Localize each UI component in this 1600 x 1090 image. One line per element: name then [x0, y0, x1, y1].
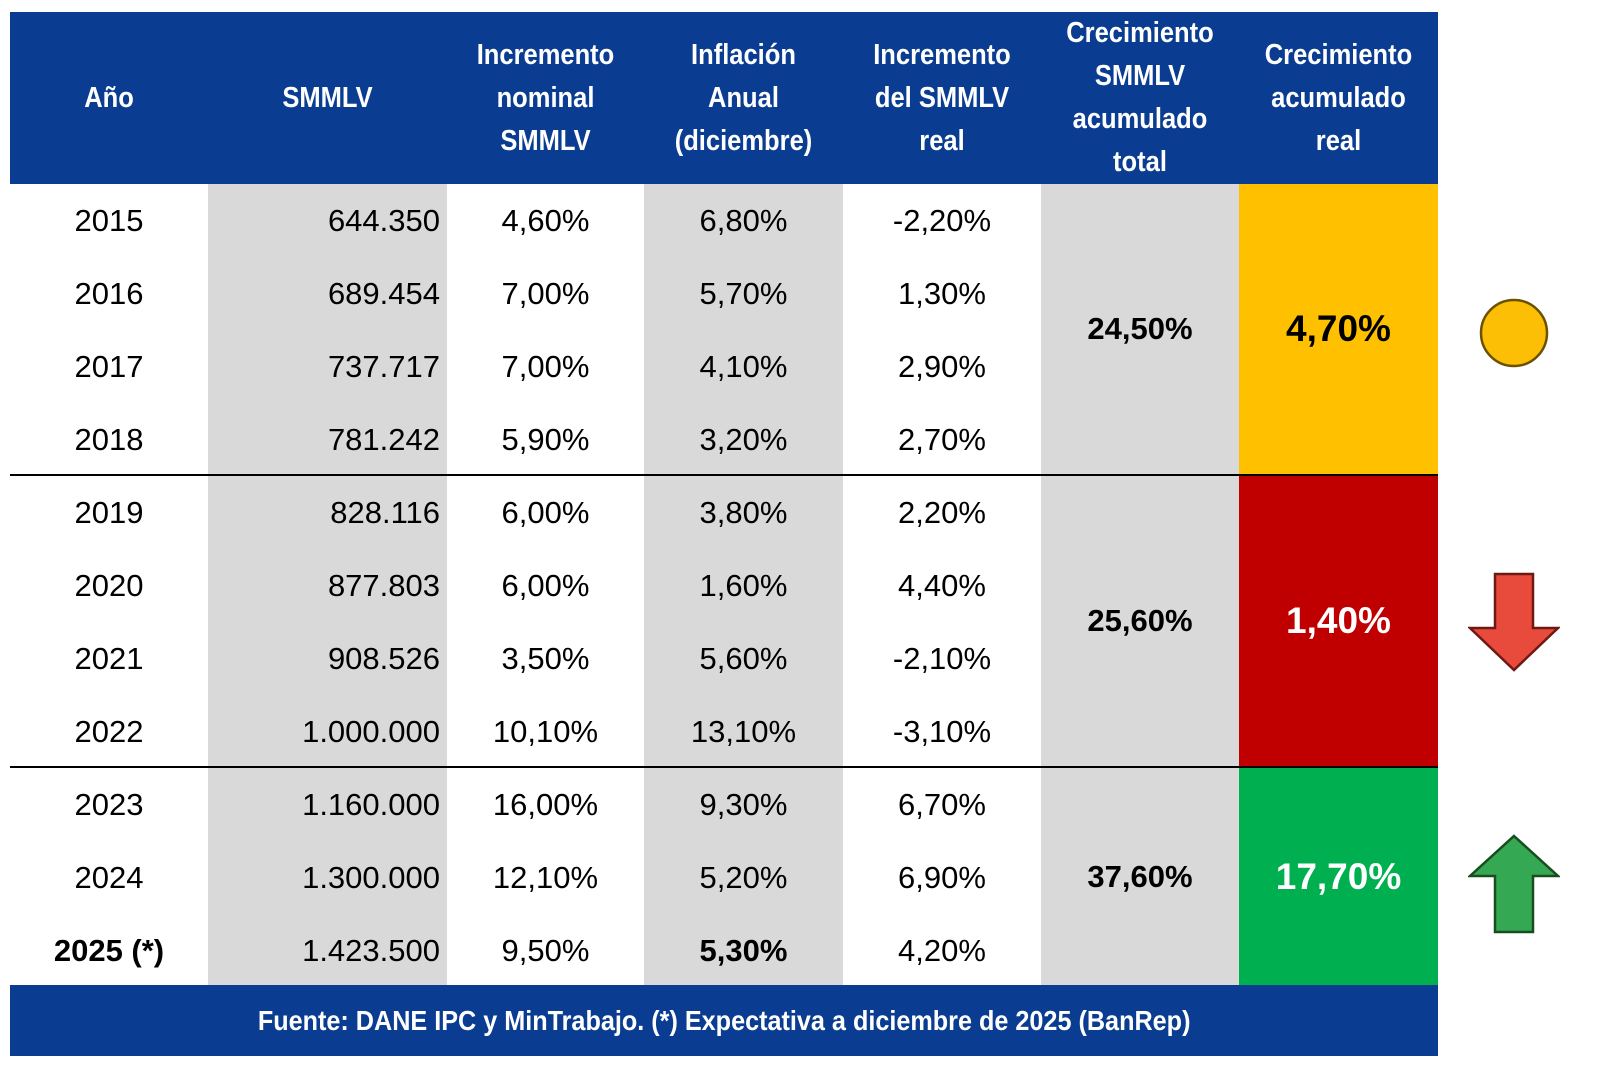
inflation-column-bg [644, 184, 843, 985]
smmlv-cell: 828.116 [330, 494, 440, 530]
header-line: Incremento [873, 38, 1011, 71]
inflation-cell: 5,20% [699, 859, 788, 895]
header-smmlv: SMMLV [222, 12, 432, 184]
smmlv-cell: 737.717 [327, 348, 440, 384]
smmlv-cell: 1.300.000 [302, 859, 440, 895]
year-cell: 2019 [74, 494, 144, 530]
header-line: real [919, 124, 965, 157]
header-year: Año [22, 12, 196, 184]
total-growth-cell: 37,60% [1087, 858, 1193, 894]
smmlv-cell: 1.000.000 [302, 713, 440, 749]
smmlv-cell: 908.526 [327, 640, 440, 676]
smmlv-cell: 1.423.500 [302, 932, 440, 968]
smmlv-cell: 877.803 [327, 567, 440, 603]
group-separator [10, 766, 1438, 768]
header-line: Inflación [691, 38, 796, 71]
header-annual-inflation: Inflación Anual (diciembre) [656, 12, 831, 184]
year-cell: 2017 [74, 348, 144, 384]
year-cell: 2023 [74, 786, 144, 822]
header-line: total [1113, 146, 1167, 178]
header-line: Anual [708, 81, 779, 114]
total-growth-column-bg [1041, 184, 1239, 985]
nominal-increase-cell: 6,00% [501, 494, 590, 530]
year-cell: 2020 [74, 567, 144, 603]
inflation-cell: 5,30% [699, 932, 788, 968]
nominal-increase-cell: 6,00% [501, 567, 590, 603]
header-line: (diciembre) [674, 124, 813, 157]
total-growth-cell: 24,50% [1087, 311, 1193, 346]
header-line: del SMMLV [874, 81, 1010, 114]
real-increase-cell: -2,10% [892, 640, 992, 676]
nominal-increase-cell: 16,00% [492, 786, 599, 822]
nominal-increase-cell: 10,10% [492, 713, 599, 749]
header-line: nominal [496, 81, 595, 114]
inflation-cell: 3,20% [699, 421, 788, 457]
smmlv-cell: 1.160.000 [302, 786, 440, 822]
nominal-increase-cell: 3,50% [501, 640, 590, 676]
real-increase-cell: 4,20% [898, 932, 986, 968]
smmlv-cell: 644.350 [327, 202, 440, 238]
year-cell: 2022 [74, 713, 144, 749]
neutral-circle-icon [1479, 298, 1549, 368]
inflation-cell: 3,80% [699, 494, 788, 530]
header-line: Crecimiento [1066, 17, 1214, 49]
nominal-increase-cell: 5,90% [501, 421, 590, 457]
total-growth-cell: 25,60% [1087, 603, 1193, 638]
arrow-up-icon [1468, 834, 1560, 934]
smmlv-cell: 781.242 [327, 421, 440, 457]
header-nominal-increase: Incremento nominal SMMLV [459, 12, 632, 184]
inflation-cell: 13,10% [690, 713, 797, 749]
source-footer: Fuente: DANE IPC y MinTrabajo. (*) Expec… [10, 985, 1438, 1056]
year-cell: 2025 (*) [53, 932, 165, 968]
real-increase-cell: 2,20% [898, 494, 986, 530]
header-line: acumulado [1271, 81, 1406, 114]
year-cell: 2015 [74, 202, 144, 238]
header-total-growth: Crecimiento SMMLV acumulado total [1053, 12, 1227, 184]
inflation-cell: 5,60% [699, 640, 788, 676]
year-cell: 2018 [74, 421, 144, 457]
year-cell: 2021 [74, 640, 144, 676]
arrow-down-icon [1468, 572, 1560, 672]
smmlv-column-bg [208, 184, 447, 985]
real-growth-cell: 4,70% [1239, 184, 1438, 474]
inflation-cell: 9,30% [699, 786, 788, 822]
real-increase-cell: 1,30% [898, 275, 986, 311]
inflation-cell: 5,70% [699, 275, 788, 311]
year-cell: 2024 [74, 859, 144, 895]
header-real-increase: Incremento del SMMLV real [855, 12, 1029, 184]
inflation-cell: 4,10% [699, 348, 788, 384]
nominal-increase-cell: 7,00% [501, 275, 590, 311]
header-line: Crecimiento [1264, 38, 1413, 71]
nominal-increase-cell: 12,10% [492, 859, 599, 895]
real-increase-cell: -2,20% [892, 202, 992, 238]
real-increase-cell: 2,70% [898, 421, 986, 457]
smmlv-cell: 689.454 [327, 275, 440, 311]
header-line: SMMLV [282, 81, 373, 114]
nominal-increase-cell: 4,60% [501, 202, 590, 238]
inflation-cell: 6,80% [699, 202, 788, 238]
header-line: SMMLV [500, 124, 591, 157]
header-line: Incremento [476, 38, 615, 71]
header-line: acumulado [1072, 103, 1208, 135]
header-line: SMMLV [1094, 60, 1186, 92]
header-line: Año [84, 81, 134, 114]
real-increase-cell: 6,90% [898, 859, 986, 895]
table-header: Año SMMLV Incremento nominal SMMLV Inflación A… [10, 12, 1438, 184]
real-increase-cell: -3,10% [892, 713, 992, 749]
header-real-growth: Crecimiento acumulado real [1251, 12, 1426, 184]
real-growth-cell: 17,70% [1239, 768, 1438, 985]
real-increase-cell: 2,90% [898, 348, 986, 384]
real-increase-cell: 4,40% [898, 567, 986, 603]
real-growth-cell: 1,40% [1239, 476, 1438, 766]
inflation-cell: 1,60% [699, 567, 788, 603]
nominal-increase-cell: 9,50% [501, 932, 590, 968]
header-line: real [1315, 124, 1362, 157]
real-increase-cell: 6,70% [898, 786, 986, 822]
year-cell: 2016 [74, 275, 144, 311]
nominal-increase-cell: 7,00% [501, 348, 590, 384]
source-text: Fuente: DANE IPC y MinTrabajo. (*) Expec… [257, 1004, 1191, 1036]
group-separator [10, 474, 1438, 476]
